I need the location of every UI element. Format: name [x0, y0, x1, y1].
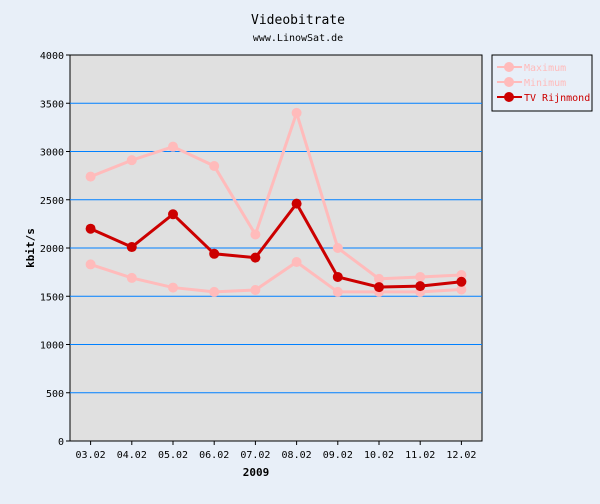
x-tick-label: 04.02 — [117, 450, 147, 461]
data-point — [126, 272, 137, 283]
data-point — [126, 155, 137, 166]
data-point — [332, 286, 343, 297]
data-point — [126, 242, 137, 253]
data-point — [85, 259, 96, 270]
data-point — [250, 229, 261, 240]
legend-label: Maximum — [524, 63, 566, 74]
data-point — [291, 256, 302, 267]
data-point — [168, 141, 178, 152]
x-axis-label: 2009 — [243, 466, 270, 479]
x-tick-label: 09.02 — [323, 450, 353, 461]
data-point — [291, 107, 302, 118]
x-tick-label: 12.02 — [446, 450, 476, 461]
y-axis-label: kbit/s — [24, 228, 37, 268]
x-tick-label: 03.02 — [76, 450, 106, 461]
data-point — [332, 271, 343, 282]
x-tick-label: 08.02 — [282, 450, 312, 461]
series-line — [90, 108, 462, 281]
x-tick-label: 05.02 — [158, 450, 188, 461]
y-tick-label: 3500 — [40, 99, 64, 110]
y-tick-label: 1000 — [40, 341, 64, 352]
data-point — [209, 160, 220, 171]
y-tick-label: 1500 — [40, 292, 64, 303]
chart-subtitle: www.LinowSat.de — [253, 33, 343, 44]
x-tick-label: 10.02 — [364, 450, 394, 461]
data-point — [456, 284, 467, 295]
y-tick-label: 3000 — [40, 148, 64, 159]
y-tick-label: 0 — [58, 437, 64, 448]
data-point — [415, 271, 426, 282]
data-point — [85, 223, 96, 234]
series-line — [90, 260, 462, 294]
x-tick-label: 11.02 — [405, 450, 435, 461]
data-point — [209, 248, 220, 259]
data-point — [456, 276, 467, 287]
data-point — [209, 286, 220, 297]
data-point — [415, 281, 426, 292]
x-tick-label: 07.02 — [240, 450, 270, 461]
x-tick-label: 06.02 — [199, 450, 229, 461]
y-tick-label: 2000 — [40, 244, 64, 255]
legend-marker — [504, 77, 514, 87]
data-point — [168, 282, 178, 293]
data-point — [374, 282, 384, 293]
series-tv-rijnmond — [85, 198, 467, 293]
chart-title: Videobitrate — [251, 13, 345, 28]
data-point — [250, 284, 261, 295]
legend-marker — [504, 62, 514, 72]
data-point — [291, 198, 302, 209]
data-point — [332, 243, 343, 253]
data-point — [168, 209, 178, 220]
legend-marker — [504, 92, 514, 102]
data-point — [250, 252, 261, 263]
y-tick-label: 2500 — [40, 196, 64, 207]
legend-label: TV Rijnmond — [524, 93, 590, 104]
y-tick-label: 500 — [46, 389, 64, 400]
y-tick-label: 4000 — [40, 51, 64, 62]
data-point — [374, 273, 384, 284]
series-line — [89, 200, 462, 289]
data-point — [85, 171, 96, 182]
series-maximum — [85, 107, 467, 284]
legend-label: Minimum — [524, 78, 566, 89]
